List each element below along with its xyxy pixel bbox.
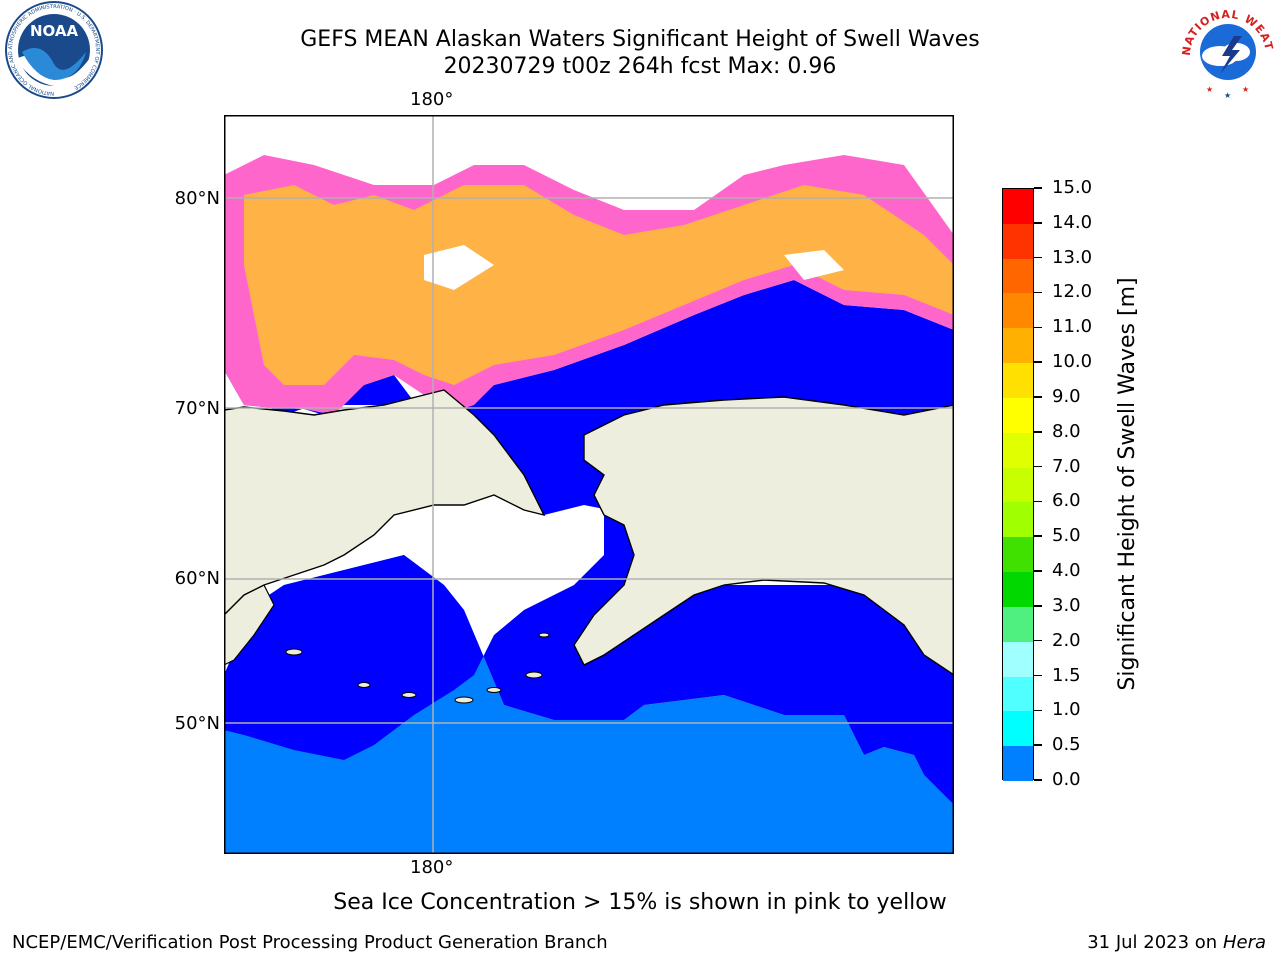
colorbar-segment [1003, 467, 1033, 503]
colorbar-tick-mark [1034, 535, 1042, 537]
colorbar-segment [1003, 641, 1033, 678]
lat-label-50: 50°N [174, 713, 220, 734]
colorbar-segment [1003, 223, 1033, 260]
colorbar-segment [1003, 258, 1033, 294]
colorbar-tick-label: 11.0 [1052, 316, 1093, 338]
colorbar-segment [1003, 189, 1033, 225]
graticule [224, 115, 954, 854]
colorbar-segment [1003, 293, 1033, 329]
colorbar-tick-mark [1034, 187, 1042, 189]
lat-label-60: 60°N [174, 568, 220, 589]
colorbar-tick-mark [1034, 779, 1042, 781]
colorbar-tick-label: 12.0 [1052, 281, 1093, 303]
colorbar-tick-label: 1.5 [1052, 664, 1081, 686]
colorbar-tick-mark [1034, 639, 1042, 642]
footer-host: Hera [1222, 932, 1266, 953]
colorbar-tick-mark [1034, 605, 1042, 607]
colorbar-tick-label: 8.0 [1052, 420, 1081, 442]
colorbar-tick-mark [1034, 361, 1042, 363]
colorbar-tick-mark [1034, 674, 1042, 677]
svg-text:★: ★ [1224, 91, 1231, 100]
footer-date-text: 31 Jul 2023 on [1087, 932, 1223, 953]
lat-label-70: 70°N [174, 398, 220, 419]
colorbar-tick-mark [1034, 500, 1042, 503]
colorbar-tick-label: 4.0 [1052, 560, 1081, 582]
chart-title: GEFS MEAN Alaskan Waters Significant Hei… [300, 27, 980, 52]
colorbar-tick-mark [1034, 326, 1042, 329]
ocean-low-bering [224, 260, 954, 805]
colorbar-tick-label: 1.0 [1052, 699, 1081, 721]
colorbar-segment [1003, 432, 1033, 469]
colorbar-tick-label: 15.0 [1052, 177, 1093, 198]
noaa-logo: NOAA NATIONAL OCEANIC AND ATMOSPHERIC AD… [5, 1, 103, 99]
colorbar-tick-label: 13.0 [1052, 246, 1093, 268]
lon-label-top: 180° [410, 89, 454, 110]
colorbar-segment [1003, 676, 1033, 712]
colorbar-segment [1003, 397, 1033, 434]
colorbar-tick-label: 6.0 [1052, 490, 1081, 512]
colorbar-tick-label: 10.0 [1052, 351, 1093, 373]
lat-label-80: 80°N [174, 188, 220, 209]
colorbar-tick-label: 2.0 [1052, 629, 1081, 651]
sea-ice-orange [244, 185, 954, 385]
colorbar-tick-mark [1034, 709, 1042, 712]
noaa-logo-text: NOAA [30, 22, 79, 40]
colorbar-tick-mark [1034, 291, 1042, 294]
colorbar-segment [1003, 537, 1033, 573]
lon-label-bottom: 180° [410, 857, 454, 878]
sea-ice-note: Sea Ice Concentration > 15% is shown in … [333, 890, 947, 915]
colorbar-tick-mark [1034, 465, 1042, 468]
svg-text:★: ★ [1206, 85, 1213, 94]
footer-credit: NCEP/EMC/Verification Post Processing Pr… [12, 932, 608, 953]
colorbar-segment [1003, 502, 1033, 538]
colorbar-tick-label: 5.0 [1052, 525, 1081, 547]
colorbar-tick-label: 9.0 [1052, 385, 1081, 407]
colorbar-tick-mark [1034, 431, 1042, 433]
colorbar-tick-label: 0.5 [1052, 734, 1081, 756]
colorbar-segment [1003, 606, 1033, 643]
colorbar-tick-mark [1034, 256, 1042, 259]
map [224, 115, 954, 854]
footer-date: 31 Jul 2023 on Hera [1087, 932, 1266, 953]
svg-text:★: ★ [1242, 85, 1249, 94]
colorbar-tick-label: 3.0 [1052, 594, 1081, 616]
colorbar-tick-mark [1034, 570, 1042, 572]
colorbar-tick-label: 14.0 [1052, 211, 1093, 233]
colorbar-segment [1003, 572, 1033, 608]
colorbar-label: Significant Height of Swell Waves [m] [1115, 277, 1140, 691]
colorbar-segment [1003, 746, 1033, 782]
colorbar-tick-mark [1034, 744, 1042, 746]
colorbar-tick-label: 0.0 [1052, 769, 1081, 790]
colorbar-segment [1003, 711, 1033, 747]
chart-subtitle: 20230729 t00z 264h fcst Max: 0.96 [443, 54, 837, 79]
colorbar [1002, 188, 1034, 782]
colorbar-tick-label: 7.0 [1052, 455, 1081, 477]
nws-logo: NATIONAL WEATHER SERVICE ★ ★ ★ [1176, 0, 1276, 100]
colorbar-tick-mark [1034, 222, 1042, 224]
colorbar-segment [1003, 328, 1033, 364]
aleutian-islands [285, 632, 550, 704]
colorbar-segment [1003, 363, 1033, 399]
colorbar-tick-mark [1034, 396, 1042, 398]
